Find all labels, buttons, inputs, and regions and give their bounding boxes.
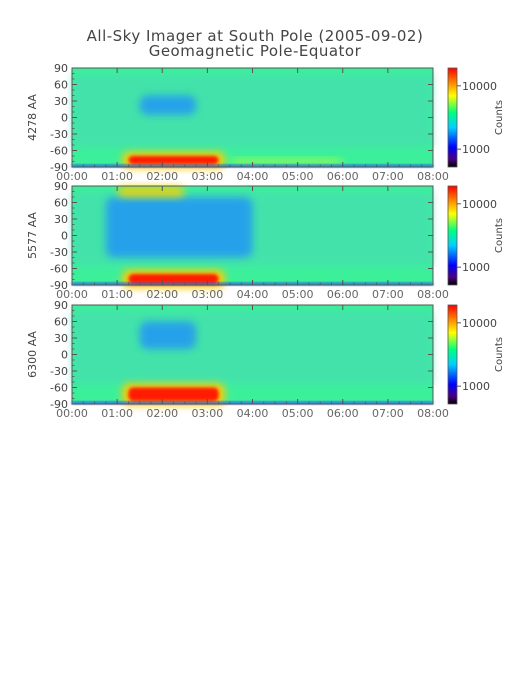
colorbar xyxy=(447,67,458,168)
colorbar xyxy=(447,185,458,286)
x-tick-label: 05:00 xyxy=(282,170,314,183)
y-tick-label: 30 xyxy=(54,95,68,108)
heatmap-feature xyxy=(128,387,219,402)
y-tick-label: 30 xyxy=(54,213,68,226)
y-tick-label: -90 xyxy=(50,161,68,174)
colorbar xyxy=(447,304,458,405)
colorbar-tick-label: 10000 xyxy=(462,198,497,211)
x-tick-label: 06:00 xyxy=(327,288,359,301)
colorbar-label: Counts xyxy=(494,218,505,253)
x-tick-label: 04:00 xyxy=(237,170,269,183)
y-tick-label: -60 xyxy=(50,382,68,395)
heatmap-field xyxy=(72,310,433,385)
x-tick-label: 06:00 xyxy=(327,407,359,420)
y-tick-label: -60 xyxy=(50,263,68,276)
colorbar-tick-label: 10000 xyxy=(462,80,497,93)
x-tick-label: 08:00 xyxy=(417,288,449,301)
y-tick-label: 90 xyxy=(54,180,68,193)
y-axis-label: 5577 AA xyxy=(26,212,39,259)
y-tick-label: -30 xyxy=(50,246,68,259)
y-tick-label: 30 xyxy=(54,332,68,345)
x-tick-label: 01:00 xyxy=(101,170,133,183)
y-tick-label: 0 xyxy=(61,349,68,362)
x-tick-label: 03:00 xyxy=(192,407,224,420)
x-tick-label: 01:00 xyxy=(101,288,133,301)
y-tick-label: 60 xyxy=(54,316,68,329)
y-tick-label: 0 xyxy=(61,230,68,243)
x-tick-label: 00:00 xyxy=(56,170,88,183)
x-tick-label: 02:00 xyxy=(146,407,178,420)
x-tick-label: 03:00 xyxy=(192,288,224,301)
x-tick-label: 08:00 xyxy=(417,407,449,420)
x-tick-label: 01:00 xyxy=(101,407,133,420)
y-tick-label: -90 xyxy=(50,398,68,411)
y-tick-label: -60 xyxy=(50,145,68,158)
chart-title: All-Sky Imager at South Pole (2005-09-02… xyxy=(86,27,424,45)
y-tick-label: -30 xyxy=(50,128,68,141)
colorbar-tick-label: 1000 xyxy=(462,143,490,156)
heatmap-feature xyxy=(229,158,343,165)
heatmap-feature xyxy=(128,156,219,165)
colorbar-tick-label: 1000 xyxy=(462,261,490,274)
heatmap-feature xyxy=(139,321,197,349)
x-tick-label: 02:00 xyxy=(146,288,178,301)
x-tick-label: 06:00 xyxy=(327,170,359,183)
heatmap-feature xyxy=(117,186,185,197)
colorbar-tick-label: 10000 xyxy=(462,317,497,330)
x-tick-label: 00:00 xyxy=(56,288,88,301)
x-tick-label: 05:00 xyxy=(282,407,314,420)
y-tick-label: 90 xyxy=(54,62,68,75)
y-axis-label: 6300 AA xyxy=(26,331,39,378)
y-tick-label: -30 xyxy=(50,365,68,378)
heatmap-field xyxy=(72,73,433,148)
x-tick-label: 04:00 xyxy=(237,407,269,420)
colorbar-label: Counts xyxy=(494,100,505,135)
x-tick-label: 05:00 xyxy=(282,288,314,301)
x-tick-label: 07:00 xyxy=(372,170,404,183)
colorbar-label: Counts xyxy=(494,337,505,372)
x-tick-label: 08:00 xyxy=(417,170,449,183)
heatmap-feature xyxy=(128,274,219,284)
x-tick-label: 07:00 xyxy=(372,288,404,301)
x-tick-label: 07:00 xyxy=(372,407,404,420)
y-axis-label: 4278 AA xyxy=(26,94,39,141)
y-tick-label: 90 xyxy=(54,299,68,312)
x-tick-label: 04:00 xyxy=(237,288,269,301)
y-tick-label: 0 xyxy=(61,112,68,125)
x-tick-label: 03:00 xyxy=(192,170,224,183)
y-tick-label: 60 xyxy=(54,197,68,210)
colorbar-tick-label: 1000 xyxy=(462,380,490,393)
y-tick-label: 60 xyxy=(54,79,68,92)
x-tick-label: 00:00 xyxy=(56,407,88,420)
x-tick-label: 02:00 xyxy=(146,170,178,183)
heatmap-feature xyxy=(139,95,197,115)
y-tick-label: -90 xyxy=(50,279,68,292)
chart-subtitle: Geomagnetic Pole-Equator xyxy=(148,42,362,60)
heatmap-feature xyxy=(105,197,253,258)
